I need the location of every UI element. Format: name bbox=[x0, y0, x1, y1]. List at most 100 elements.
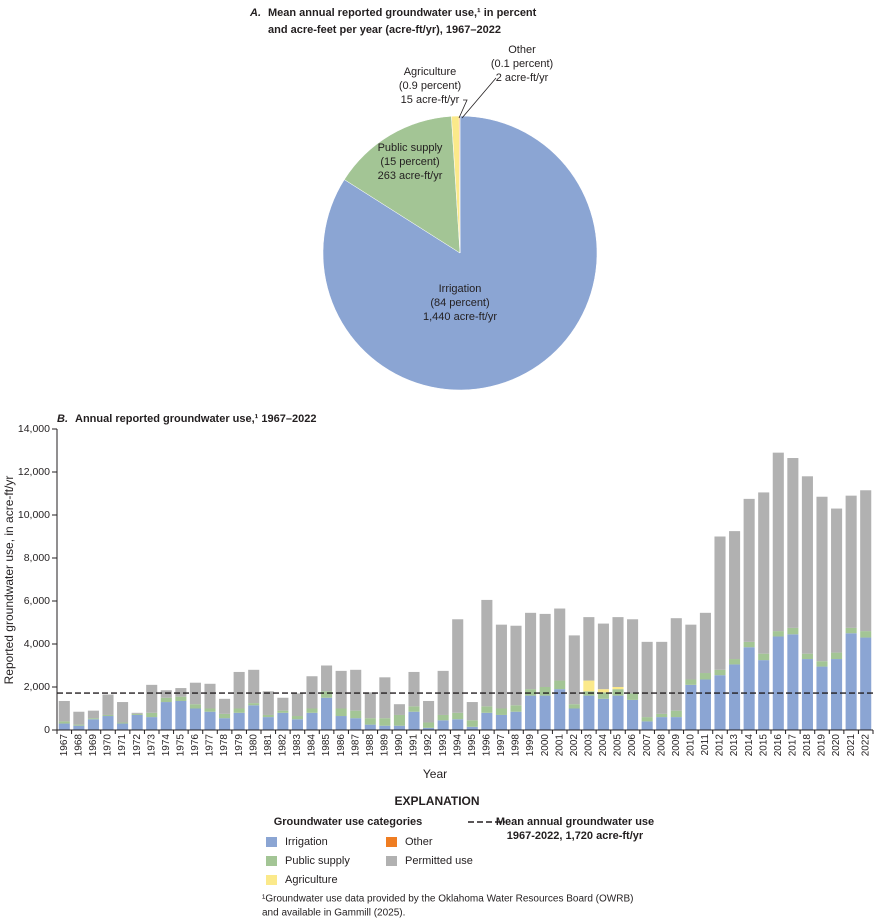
bar-segment bbox=[539, 613, 551, 687]
bar-segment bbox=[539, 695, 551, 730]
x-tick-label: 1987 bbox=[350, 734, 361, 757]
bar-segment bbox=[845, 633, 857, 730]
bar-segment bbox=[685, 624, 697, 680]
y-tick-label: 2,000 bbox=[24, 681, 50, 693]
x-tick-label: 2002 bbox=[569, 734, 580, 757]
x-tick-label: 1996 bbox=[481, 734, 492, 757]
bar-segment bbox=[699, 612, 711, 674]
bar-segment bbox=[670, 618, 682, 711]
legend-subtitle: Groundwater use categories bbox=[274, 816, 423, 828]
x-tick-label: 2019 bbox=[817, 734, 828, 757]
bar-segment bbox=[262, 714, 274, 718]
bar-segment bbox=[423, 722, 435, 728]
x-tick-label: 1977 bbox=[205, 734, 216, 757]
bar-segment bbox=[306, 708, 318, 713]
pie-slice bbox=[322, 115, 598, 391]
bar-segment bbox=[714, 669, 726, 676]
bar-segment bbox=[597, 689, 609, 693]
x-tick-label: 1974 bbox=[161, 734, 172, 757]
slice-acre-ft: 15 acre-ft/yr bbox=[401, 94, 460, 106]
x-tick-label: 2011 bbox=[700, 734, 711, 756]
slice-label: Other bbox=[508, 44, 536, 56]
bar-segment bbox=[699, 679, 711, 730]
y-tick-label: 4,000 bbox=[24, 638, 50, 650]
slice-percent: (0.9 percent) bbox=[399, 80, 461, 92]
x-tick-label: 1983 bbox=[292, 734, 303, 757]
x-tick-label: 2018 bbox=[802, 734, 813, 757]
slice-acre-ft: 1,440 acre-ft/yr bbox=[423, 311, 497, 323]
bar-segment bbox=[787, 458, 799, 628]
x-tick-label: 2020 bbox=[831, 734, 842, 757]
bar-segment bbox=[379, 677, 391, 719]
x-tick-label: 2003 bbox=[583, 734, 594, 757]
x-tick-label: 1984 bbox=[307, 734, 318, 757]
x-tick-label: 2017 bbox=[787, 734, 798, 757]
bar-segment bbox=[699, 673, 711, 680]
legend-swatch bbox=[266, 875, 277, 885]
bar-segment bbox=[204, 708, 216, 712]
slice-acre-ft: 2 acre-ft/yr bbox=[496, 72, 549, 84]
bar-segment bbox=[423, 700, 435, 723]
y-tick-label: 10,000 bbox=[18, 509, 50, 521]
bar-segment bbox=[350, 710, 362, 719]
bar-segment bbox=[335, 716, 347, 730]
bar-segment bbox=[117, 722, 129, 724]
slice-percent: (15 percent) bbox=[380, 156, 439, 168]
bar-segment bbox=[525, 612, 537, 690]
bar-segment bbox=[58, 721, 70, 724]
bar-segment bbox=[321, 665, 333, 692]
bar-segment bbox=[525, 695, 537, 730]
bar-segment bbox=[510, 711, 522, 730]
bar-segment bbox=[568, 635, 580, 705]
bar-segment bbox=[510, 625, 522, 706]
x-tick-label: 1990 bbox=[394, 734, 405, 757]
y-tick-label: 12,000 bbox=[18, 466, 50, 478]
legend-swatch bbox=[266, 837, 277, 847]
bar-segment bbox=[350, 669, 362, 711]
bar-segment bbox=[146, 712, 158, 718]
bar-segment bbox=[233, 708, 245, 713]
x-tick-label: 1968 bbox=[73, 734, 84, 757]
x-tick-label: 2006 bbox=[627, 734, 638, 757]
x-tick-label: 1975 bbox=[175, 734, 186, 757]
x-tick-label: 1973 bbox=[146, 734, 157, 757]
reference-legend-label: 1967-2022, 1,720 acre-ft/yr bbox=[507, 830, 644, 842]
x-axis-title: Year bbox=[423, 767, 447, 781]
x-tick-label: 2013 bbox=[729, 734, 740, 757]
bar-segment bbox=[481, 599, 493, 707]
footnote: and available in Gammill (2025). bbox=[262, 908, 405, 919]
chart-title: Annual reported groundwater use,¹ 1967–2… bbox=[75, 413, 316, 425]
bar-segment bbox=[437, 720, 449, 730]
bar-segment bbox=[408, 706, 420, 712]
x-tick-label: 2009 bbox=[671, 734, 682, 757]
footnote: ¹Groundwater use data provided by the Ok… bbox=[262, 894, 633, 905]
bar-segment bbox=[291, 693, 303, 717]
bar-segment bbox=[277, 697, 289, 711]
bar-segment bbox=[87, 719, 99, 730]
x-tick-label: 1998 bbox=[511, 734, 522, 757]
bar-segment bbox=[335, 708, 347, 717]
legend-swatch bbox=[386, 856, 397, 866]
bar-segment bbox=[627, 619, 639, 694]
bar-segment bbox=[670, 710, 682, 718]
bar-segment bbox=[583, 695, 595, 730]
legend-label: Other bbox=[405, 836, 433, 848]
legend-label: Public supply bbox=[285, 855, 350, 867]
bar-segment bbox=[816, 496, 828, 662]
chart-title: Mean annual reported groundwater use,¹ i… bbox=[268, 7, 537, 19]
bar-segment bbox=[656, 713, 668, 718]
bar-segment bbox=[831, 508, 843, 653]
x-tick-label: 1972 bbox=[132, 734, 143, 757]
x-tick-label: 1978 bbox=[219, 734, 230, 757]
bar-segment bbox=[277, 712, 289, 730]
bar-segment bbox=[131, 713, 143, 715]
bar-segment bbox=[58, 723, 70, 730]
x-tick-label: 1992 bbox=[423, 734, 434, 757]
bar-segment bbox=[73, 724, 85, 726]
bar-segment bbox=[364, 718, 376, 725]
legend-swatch bbox=[386, 837, 397, 847]
bar-segment bbox=[160, 690, 172, 698]
bar-segment bbox=[175, 696, 187, 701]
bar-segment bbox=[364, 692, 376, 719]
legend-label: Permitted use bbox=[405, 855, 473, 867]
